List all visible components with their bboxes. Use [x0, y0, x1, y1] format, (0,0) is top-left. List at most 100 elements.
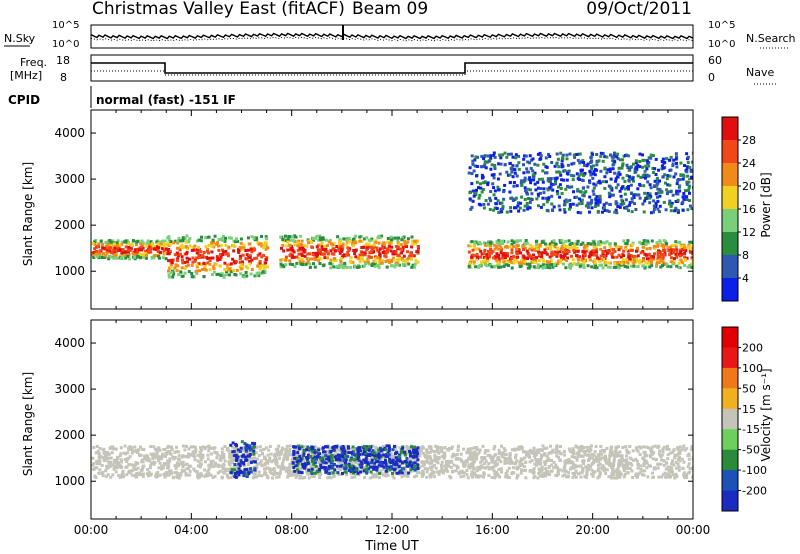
- heatmap-cell: [203, 447, 207, 451]
- heatmap-cell: [344, 454, 347, 458]
- heatmap-cell: [567, 207, 571, 211]
- heatmap-cell: [676, 452, 680, 456]
- heatmap-cell: [161, 256, 165, 260]
- heatmap-cell: [198, 248, 202, 251]
- heatmap-cell: [277, 444, 281, 448]
- heatmap-cell: [95, 444, 99, 448]
- heatmap-cell: [378, 254, 382, 258]
- heatmap-cell: [371, 449, 375, 453]
- heatmap-cell: [607, 210, 611, 213]
- heatmap-cell: [589, 165, 593, 169]
- heatmap-cell: [432, 450, 436, 454]
- heatmap-cell: [552, 183, 556, 186]
- heatmap-cell: [671, 193, 675, 197]
- heatmap-cell: [551, 188, 555, 192]
- heatmap-cell: [475, 188, 478, 192]
- heatmap-cell: [604, 261, 608, 265]
- heatmap-cell: [506, 245, 509, 249]
- heatmap-cell: [318, 236, 322, 240]
- heatmap-cell: [352, 249, 356, 252]
- heatmap-cell: [547, 152, 550, 156]
- heatmap-cell: [291, 235, 294, 239]
- heatmap-cell: [541, 180, 545, 184]
- heatmap-cell: [100, 464, 104, 467]
- heatmap-cell: [176, 257, 180, 261]
- heatmap-cell: [616, 245, 620, 249]
- heatmap-cell: [245, 443, 249, 447]
- heatmap-cell: [428, 455, 432, 458]
- heatmap-cell: [132, 474, 136, 478]
- heatmap-cell: [280, 446, 284, 450]
- heatmap-cell: [164, 454, 167, 458]
- heatmap-cell: [288, 259, 292, 263]
- heatmap-cell: [401, 262, 405, 266]
- heatmap-cell: [610, 247, 613, 251]
- heatmap-cell: [515, 164, 519, 168]
- heatmap-cell: [571, 178, 575, 182]
- heatmap-cell: [522, 208, 526, 212]
- heatmap-cell: [170, 271, 174, 275]
- heatmap-cell: [260, 234, 263, 238]
- heatmap-cell: [462, 447, 466, 451]
- heatmap-cell: [328, 238, 332, 242]
- heatmap-cell: [572, 248, 576, 252]
- heatmap-cell: [101, 242, 104, 246]
- heatmap-cell: [633, 202, 636, 206]
- heatmap-cell: [552, 239, 556, 243]
- heatmap-cell: [635, 168, 639, 171]
- heatmap-cell: [563, 243, 567, 247]
- heatmap-cell: [340, 447, 344, 451]
- heatmap-cell: [237, 467, 241, 471]
- heatmap-cell: [533, 182, 537, 186]
- heatmap-cell: [411, 242, 414, 246]
- heatmap-cell: [493, 264, 497, 268]
- heatmap-cell: [196, 459, 200, 463]
- heatmap-cell: [299, 252, 303, 256]
- heatmap-cell: [650, 261, 653, 265]
- heatmap-cell: [364, 446, 368, 450]
- heatmap-cell: [677, 265, 681, 269]
- heatmap-cell: [236, 455, 240, 459]
- heatmap-cell: [345, 452, 349, 456]
- heatmap-cell: [681, 248, 685, 251]
- heatmap-cell: [176, 473, 180, 477]
- heatmap-cell: [239, 446, 243, 450]
- heatmap-cell: [379, 460, 383, 464]
- heatmap-cell: [570, 455, 574, 459]
- heatmap-cell: [188, 257, 191, 261]
- heatmap-cell: [598, 240, 602, 244]
- heatmap-cell: [528, 247, 532, 251]
- heatmap-cell: [386, 473, 390, 477]
- heatmap-cell: [346, 250, 350, 254]
- heatmap-cell: [245, 257, 249, 261]
- heatmap-cell: [579, 172, 583, 176]
- heatmap-cell: [616, 265, 620, 268]
- heatmap-cell: [224, 236, 227, 240]
- heatmap-cell: [313, 451, 317, 455]
- heatmap-cell: [416, 249, 420, 253]
- heatmap-cell: [287, 466, 291, 470]
- heatmap-cell: [535, 197, 539, 201]
- heatmap-cell: [310, 245, 314, 249]
- heatmap-cell: [641, 202, 645, 206]
- heatmap-cell: [541, 196, 545, 200]
- heatmap-cell: [661, 157, 665, 161]
- heatmap-cell: [498, 243, 502, 247]
- heatmap-cell: [256, 264, 260, 268]
- heatmap-cell: [103, 450, 107, 454]
- heatmap-cell: [232, 249, 236, 253]
- heatmap-cell: [331, 446, 335, 450]
- heatmap-cell: [323, 252, 327, 256]
- heatmap-cell: [98, 252, 102, 256]
- heatmap-cell: [609, 153, 612, 157]
- heatmap-cell: [113, 461, 117, 465]
- heatmap-cell: [508, 173, 512, 177]
- heatmap-cell: [440, 460, 444, 464]
- heatmap-cell: [690, 240, 693, 244]
- heatmap-cell: [526, 251, 530, 255]
- heatmap-cell: [611, 159, 615, 163]
- heatmap-cell: [140, 248, 144, 252]
- heatmap-cell: [522, 248, 526, 251]
- heatmap-cell: [327, 471, 331, 475]
- heatmap-cell: [572, 190, 575, 194]
